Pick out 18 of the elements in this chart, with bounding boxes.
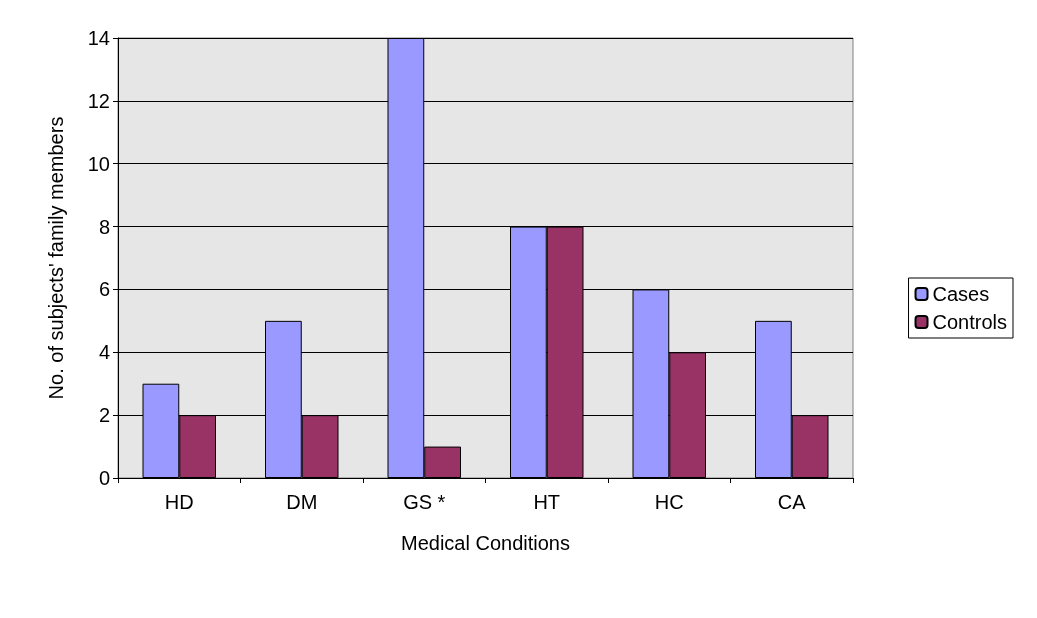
y-tick-label: 12: [87, 89, 110, 112]
legend-label: Cases: [932, 283, 990, 305]
y-axis-title: No. of subjects' family members: [45, 116, 67, 400]
y-tick-label: 2: [98, 404, 110, 427]
x-axis-title: Medical Conditions: [401, 532, 570, 554]
y-tick-label: 10: [87, 152, 110, 175]
x-tick-label: CA: [777, 491, 807, 513]
x-tick-label: GS *: [403, 491, 446, 513]
legend-label: Controls: [932, 311, 1008, 333]
y-tick-label: 0: [98, 467, 110, 489]
x-tick-label: HC: [654, 491, 684, 513]
y-tick-label: 6: [98, 278, 110, 301]
y-tick-label: 8: [98, 215, 110, 238]
x-tick-label: HT: [533, 491, 561, 513]
x-tick-label: HD: [164, 491, 194, 513]
x-tick-label: DM: [286, 491, 318, 513]
y-tick-label: 4: [98, 341, 110, 364]
y-tick-label: 14: [87, 27, 110, 49]
